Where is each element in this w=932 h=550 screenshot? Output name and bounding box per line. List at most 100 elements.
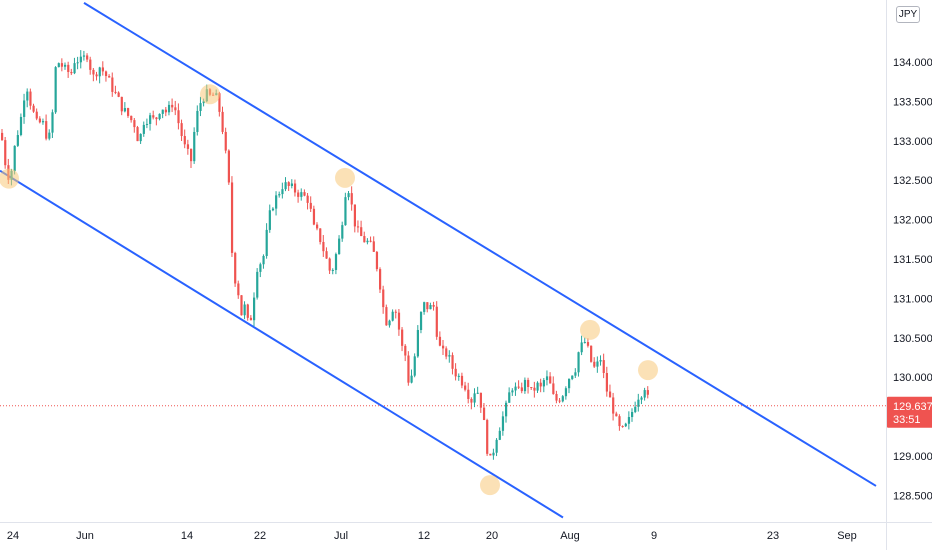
candle: [117, 91, 120, 98]
candle-body: [627, 417, 631, 424]
candle: [382, 285, 385, 314]
candle: [145, 118, 149, 129]
candle-body: [334, 254, 338, 270]
candle: [618, 414, 621, 431]
candle: [287, 181, 290, 192]
candle: [237, 280, 240, 299]
candle-body: [410, 375, 413, 383]
candle: [464, 381, 467, 392]
candle-body: [167, 104, 171, 113]
candle: [111, 72, 114, 97]
candle-body: [92, 69, 95, 75]
candle-body: [278, 194, 281, 196]
price-tick-label: 128.500: [893, 490, 932, 502]
candle-body: [586, 342, 590, 346]
candle: [123, 102, 127, 113]
candle: [45, 114, 48, 141]
candle-body: [397, 312, 401, 330]
candle: [325, 247, 328, 259]
candle: [344, 192, 347, 226]
candle: [86, 53, 89, 63]
candle: [577, 351, 580, 377]
candle: [328, 257, 331, 274]
candle-body: [127, 108, 130, 116]
candle-body: [48, 132, 51, 139]
candle-body: [369, 240, 372, 242]
candle: [16, 130, 19, 147]
candle: [338, 235, 341, 255]
price-tick-label: 131.000: [893, 293, 932, 305]
candle: [331, 268, 334, 275]
candle: [161, 109, 164, 119]
candle-body: [416, 329, 419, 357]
candle: [574, 368, 577, 379]
candle-body: [142, 124, 145, 134]
candle: [309, 196, 312, 213]
candle-body: [183, 136, 186, 145]
time-tick-label: 20: [486, 530, 498, 542]
candle-body: [545, 376, 549, 381]
candle-body: [108, 76, 111, 78]
candle: [495, 438, 498, 457]
candle: [410, 369, 413, 384]
candle: [353, 204, 356, 233]
candle-body: [67, 64, 70, 72]
candle-body: [347, 193, 350, 198]
time-tick-label: Jun: [76, 530, 94, 542]
countdown-label: 33:51: [893, 414, 921, 426]
candle-body: [230, 182, 234, 253]
candle-body: [520, 387, 523, 392]
candle: [429, 302, 432, 310]
candle-body: [527, 379, 530, 388]
channel-touch-marker: [638, 360, 658, 381]
candle: [397, 308, 401, 336]
candle: [227, 149, 230, 185]
channel-touch-marker: [0, 168, 19, 189]
currency-badge[interactable]: JPY: [896, 6, 920, 23]
candle-body: [366, 240, 369, 243]
candle: [334, 252, 338, 275]
candle: [297, 189, 300, 203]
candle-body: [171, 104, 174, 108]
candle: [505, 400, 508, 423]
candle: [256, 268, 259, 300]
candle: [552, 376, 555, 395]
upper-channel-line: [83, 2, 877, 487]
candle-body: [246, 304, 249, 318]
candle: [375, 251, 379, 272]
candle: [4, 136, 7, 169]
candle: [451, 352, 454, 375]
candle: [60, 58, 64, 72]
candle-body: [155, 117, 158, 120]
candle: [303, 189, 306, 197]
candle-body: [435, 306, 438, 337]
candle: [13, 145, 16, 175]
candle: [224, 127, 227, 154]
candle: [262, 254, 265, 269]
candle-body: [492, 452, 495, 456]
candle-body: [643, 390, 646, 398]
candle-body: [70, 71, 73, 74]
candle: [51, 109, 54, 139]
candle: [520, 382, 523, 394]
candle-body: [249, 317, 253, 321]
candle-body: [476, 392, 479, 394]
candle: [259, 262, 262, 278]
candle-body: [303, 192, 306, 196]
candle-body: [199, 103, 202, 111]
candle: [555, 390, 558, 404]
candle: [486, 418, 489, 456]
candle-body: [350, 193, 353, 205]
candle-body: [243, 304, 246, 316]
candle-body: [145, 123, 149, 125]
candle: [523, 377, 527, 394]
price-tick-label: 133.500: [893, 96, 932, 108]
candle: [612, 392, 615, 421]
candle: [482, 402, 486, 421]
price-tick-label: 130.000: [893, 372, 932, 384]
candle: [602, 353, 605, 379]
candle-body: [394, 311, 397, 313]
candle: [174, 100, 177, 116]
candle: [492, 448, 495, 460]
